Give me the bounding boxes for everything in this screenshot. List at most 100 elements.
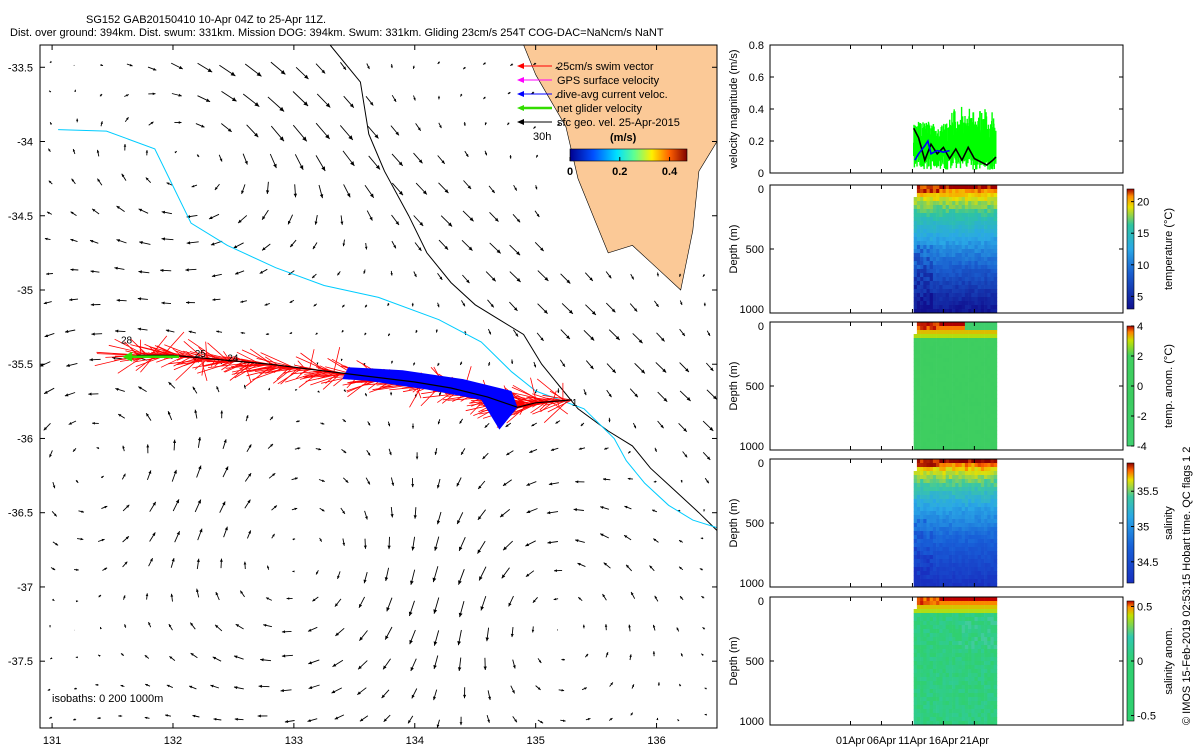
geo-vector-head — [343, 450, 347, 453]
geo-vector-head — [114, 266, 118, 270]
geo-vector-head — [270, 443, 274, 447]
geo-vector-head — [624, 505, 628, 509]
geo-vector-head — [652, 509, 655, 512]
depth-axis-label: Depth (m) — [728, 499, 740, 548]
geo-vector-head — [435, 330, 438, 333]
swim-vector — [557, 400, 560, 408]
geo-vector-head — [90, 270, 94, 273]
geo-vector-head — [235, 271, 239, 275]
map-y-tick-label: -37 — [17, 582, 33, 594]
geo-vector-head — [312, 598, 316, 602]
geo-vector-head — [186, 214, 191, 219]
geo-vector-head — [638, 339, 643, 344]
map-colorbar-title: (m/s) — [610, 132, 637, 144]
geo-vector-head — [256, 71, 262, 77]
geo-vector-head — [411, 304, 414, 307]
geo-vector-head — [178, 65, 183, 69]
geo-vector-head — [657, 682, 660, 685]
geo-vector-head — [615, 336, 620, 340]
glider-track — [136, 354, 572, 408]
geo-vector-head — [529, 450, 533, 453]
geo-vector-head — [536, 213, 540, 218]
geo-vector-head — [308, 661, 313, 665]
geo-vector-head — [75, 600, 79, 603]
geo-vector-head — [191, 184, 195, 188]
geo-vector-head — [319, 194, 324, 199]
swim-vector — [322, 372, 342, 390]
geo-vector-head — [491, 189, 495, 194]
geo-vector-head — [550, 448, 554, 451]
geo-vector-head — [710, 367, 714, 371]
swim-vector — [321, 371, 336, 376]
geo-vector-head — [80, 537, 84, 541]
geo-vector-head — [178, 93, 182, 97]
geo-vector-head — [480, 606, 485, 611]
geo-vector-head — [281, 630, 286, 634]
geo-vector-head — [343, 389, 346, 392]
map-y-tick-label: -36.5 — [8, 508, 33, 520]
swim-vector — [276, 366, 291, 380]
geo-vector-head — [121, 173, 125, 177]
geo-vector-head — [365, 304, 368, 308]
geo-vector-head — [125, 536, 129, 540]
swim-vector — [291, 370, 325, 375]
geo-vector-head — [410, 667, 414, 672]
geo-vector-head — [43, 427, 47, 431]
geo-vector-head — [704, 713, 707, 716]
geo-vector-head — [408, 720, 411, 724]
geo-vector-head — [511, 690, 515, 694]
geo-vector-head — [683, 428, 687, 432]
geo-vector-head — [483, 62, 486, 65]
geo-vector-head — [152, 532, 156, 537]
geo-vector-head — [299, 165, 304, 170]
geo-vector-head — [437, 421, 441, 425]
geo-vector-head — [412, 66, 415, 69]
geo-vector-head — [50, 122, 53, 125]
geo-vector-head — [707, 333, 711, 336]
swim-vector — [224, 361, 247, 373]
geo-vector-head — [150, 121, 154, 125]
colorbar-tick-label: 35.5 — [1137, 486, 1158, 498]
geo-vector-head — [706, 456, 711, 460]
geo-vector-head — [509, 156, 512, 159]
net-glider-velocity-arrow — [122, 351, 180, 362]
geo-vector-head — [510, 633, 514, 638]
geo-vector-head — [346, 193, 351, 198]
swim-vector — [198, 346, 210, 359]
colorbar-tick-label: -0.5 — [1137, 711, 1156, 723]
swim-vector — [304, 370, 327, 378]
geo-vector-head — [321, 69, 326, 74]
geo-vector-head — [538, 660, 542, 663]
geo-vector-head — [484, 424, 488, 428]
swim-vector — [506, 404, 529, 424]
depth-axis-label: Depth (m) — [728, 637, 740, 686]
geo-vector-head — [468, 246, 473, 251]
geo-vector-head — [213, 717, 217, 721]
swim-vector — [162, 331, 185, 356]
swim-vector — [200, 357, 208, 382]
colorbar-label: salinity — [1163, 506, 1175, 540]
geo-vector-head — [100, 121, 103, 124]
geo-vector-head — [410, 580, 414, 585]
geo-vector-head — [272, 473, 276, 477]
geo-vector-head — [212, 656, 217, 660]
geo-vector-head — [391, 361, 394, 364]
map-x-tick-label: 135 — [526, 735, 544, 747]
geo-vector-head — [537, 687, 541, 690]
geo-vector-head — [575, 480, 579, 484]
geo-vector-head — [526, 510, 531, 514]
track-label: 25 — [195, 349, 207, 360]
geo-vector-head — [367, 422, 371, 426]
geo-vector-head — [516, 218, 521, 223]
depth-axis-label: Depth (m) — [728, 362, 740, 411]
geo-vector-head — [288, 220, 291, 225]
geo-vector-head — [52, 598, 55, 601]
geo-vector-head — [367, 452, 371, 456]
geo-vector-head — [359, 718, 364, 722]
geo-vector-head — [49, 454, 52, 458]
geo-vector-head — [138, 386, 142, 390]
geo-vector-head — [459, 722, 463, 726]
swim-vector — [297, 360, 306, 369]
geo-vector-head — [578, 447, 582, 450]
map-x-tick-label: 132 — [164, 735, 182, 747]
